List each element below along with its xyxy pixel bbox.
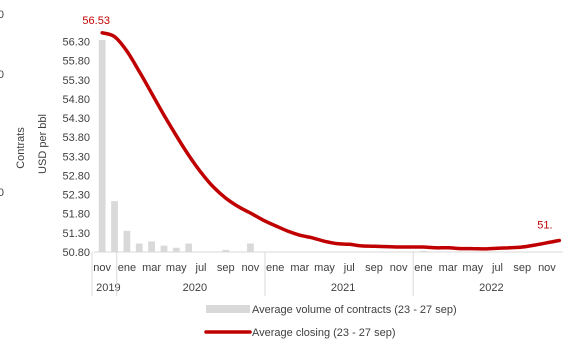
volume-bar [160, 245, 168, 252]
month-tick-label: nov [242, 262, 260, 274]
month-tick-label: ene [414, 262, 432, 274]
data-label-last: 51. [537, 220, 552, 232]
month-tick-label: jul [343, 262, 355, 274]
legend: Average volume of contracts (23 - 27 sep… [204, 304, 457, 339]
price-tick-label: 51.30 [62, 228, 90, 240]
right-axis-title: USD per bbl [37, 114, 49, 174]
price-tick-label: 52.80 [62, 170, 90, 182]
volume-bar [111, 201, 118, 252]
volume-bar [148, 241, 155, 252]
price-tick-label: 54.80 [62, 94, 90, 106]
month-tick-label: may [166, 262, 187, 274]
data-label-first: 56.53 [82, 15, 110, 27]
price-tick-label: 53.30 [62, 151, 90, 163]
price-tick-label: 56.30 [62, 37, 90, 49]
volume-bars [98, 40, 427, 252]
price-tick-label: 55.80 [62, 56, 90, 68]
volume-tick-label: 0 [0, 69, 4, 81]
year-label: 2020 [183, 282, 207, 294]
price-tick-label: 55.30 [62, 75, 90, 87]
price-tick-label: 50.80 [62, 247, 90, 259]
legend-swatch-volume [206, 305, 250, 313]
month-tick-label: mar [142, 262, 161, 274]
price-line [100, 31, 562, 251]
legend-label-closing: Average closing (23 - 27 sep) [252, 327, 396, 339]
month-tick-label: ene [266, 262, 284, 274]
month-tick-label: jul [195, 262, 207, 274]
volume-tick-label: 0 [0, 187, 4, 199]
price-tick-label: 53.80 [62, 132, 90, 144]
month-tick-label: sep [513, 262, 531, 274]
left-axis: 0 0 0 [0, 9, 4, 199]
volume-bar [222, 249, 230, 252]
volume-bar [172, 247, 180, 252]
x-axis: nov ene mar may jul sep nov ene mar may jul sep nov e… [91, 252, 556, 296]
month-tick-label: nov [390, 262, 408, 274]
month-tick-label: sep [217, 262, 235, 274]
price-tick-label: 52.30 [62, 190, 90, 202]
volume-bar [135, 243, 143, 252]
volume-bar [247, 243, 254, 252]
volume-bar [185, 243, 193, 252]
month-tick-label: nov [538, 262, 556, 274]
month-tick-label: nov [93, 262, 111, 274]
month-tick-label: sep [365, 262, 383, 274]
month-tick-label: jul [491, 262, 503, 274]
month-tick-label: may [462, 262, 483, 274]
year-label: 2021 [331, 282, 355, 294]
price-tick-label: 51.80 [62, 209, 90, 221]
price-axis: 50.80 51.30 51.80 52.30 52.80 53.30 53.80 54.30… [62, 37, 90, 259]
price-tick-label: 54.30 [62, 113, 90, 125]
volume-tick-label: 0 [0, 9, 4, 21]
volume-bar [123, 230, 131, 252]
year-label: 2022 [479, 282, 503, 294]
volume-bar [98, 40, 106, 252]
month-tick-label: mar [290, 262, 309, 274]
month-tick-label: mar [439, 262, 458, 274]
month-tick-label: may [314, 262, 335, 274]
left-axis-title: Contrats [15, 127, 27, 169]
year-label: 2019 [96, 282, 120, 294]
volume-bar [419, 250, 427, 252]
month-tick-label: ene [118, 262, 136, 274]
legend-label-volume: Average volume of contracts (23 - 27 sep… [252, 304, 457, 316]
